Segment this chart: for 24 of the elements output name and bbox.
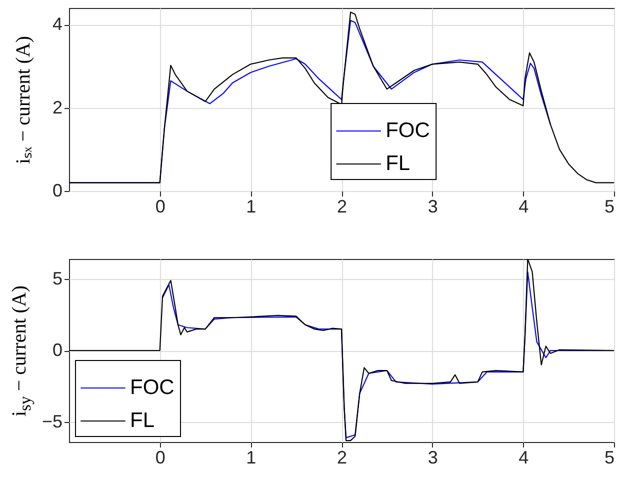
x-tick-label: 3 [428, 448, 438, 468]
legend-label: FL [130, 409, 155, 432]
x-tick-label: 0 [155, 448, 166, 468]
y-tick-label: 5 [52, 268, 62, 289]
y-axis-title: iₛₓ − current (A) [12, 35, 36, 164]
line-series [69, 12, 614, 184]
y-tick-label: 0 [52, 180, 62, 200]
x-tick-label: 4 [518, 448, 529, 468]
y-tick-label: −5 [42, 411, 62, 432]
legend-label: FOC [386, 119, 430, 142]
x-tick-label: 4 [518, 196, 529, 216]
legend-label: FL [386, 152, 410, 175]
x-tick-label: 0 [155, 196, 166, 216]
y-tick-label: 4 [52, 14, 62, 34]
x-tick-label: 5 [604, 448, 614, 468]
legend-label: FOC [130, 376, 174, 399]
x-tick-label: 5 [604, 196, 614, 216]
y-tick-label: 2 [52, 97, 62, 118]
y-tick-label: 0 [52, 340, 62, 360]
x-tick-label: 1 [246, 448, 256, 468]
x-tick-label: 1 [246, 196, 256, 216]
x-tick-label: 2 [336, 448, 348, 468]
x-tick-label: 2 [336, 196, 348, 216]
x-tick-label: 3 [428, 196, 438, 216]
